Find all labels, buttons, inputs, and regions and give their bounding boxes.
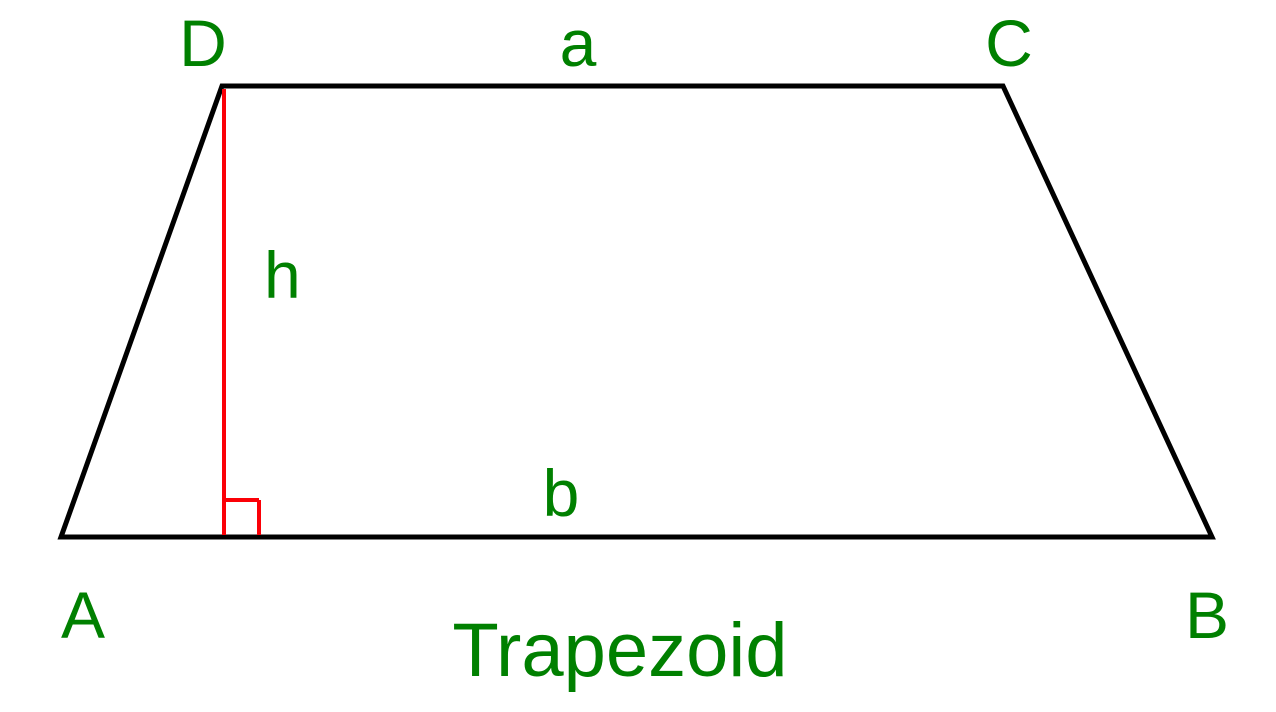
vertex-label-a: A [61,578,105,652]
caption: Trapezoid [452,608,787,693]
vertex-label-c: C [985,6,1033,80]
trapezoid-diagram: D C A B a b h Trapezoid [0,0,1276,712]
side-label-b: b [543,456,580,530]
vertex-label-b: B [1185,578,1229,652]
height-label-h: h [264,238,301,312]
trapezoid-outline [61,86,1212,537]
vertex-label-d: D [179,6,227,80]
side-label-a: a [560,6,597,80]
